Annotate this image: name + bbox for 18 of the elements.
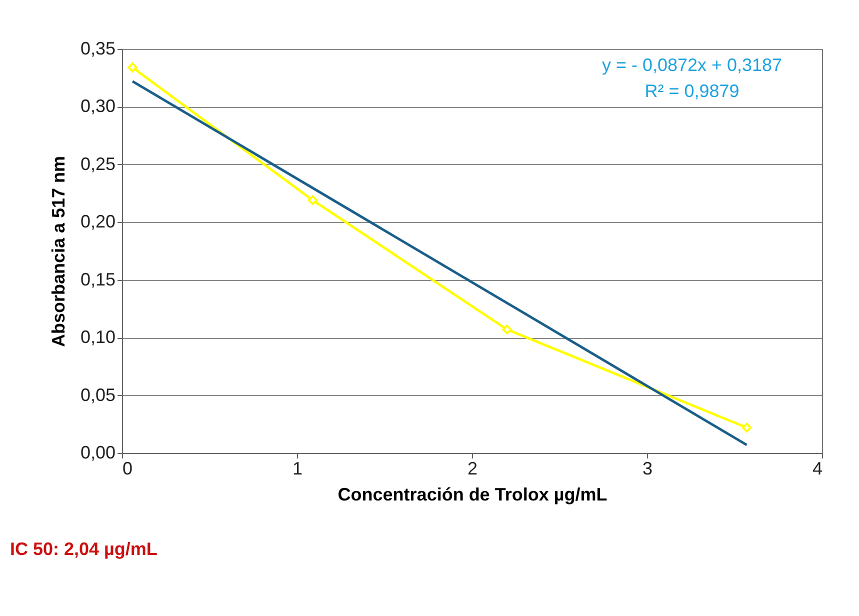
y-tick-label: 0,25: [80, 154, 116, 174]
y-tick-label: 0,05: [80, 384, 116, 405]
y-tick-label: 0,30: [80, 96, 116, 116]
x-axis-title: Concentración de Trolox µg/mL: [338, 484, 608, 504]
x-tick-label: 3: [642, 458, 653, 478]
x-tick-label: 0: [122, 458, 133, 478]
x-tick-label: 4: [812, 458, 822, 478]
x-tick-label: 2: [467, 458, 478, 478]
y-tick-label: 0,20: [80, 212, 116, 232]
annotation: R² = 0,9879: [644, 81, 740, 101]
x-tick-label: 1: [292, 458, 303, 478]
y-tick-label: 0,35: [80, 38, 116, 58]
y-axis-title: Absorbancia a 517 nm: [48, 156, 68, 348]
y-tick-label: 0,15: [80, 269, 116, 290]
y-tick-label: 0,00: [80, 442, 116, 462]
annotation: y = - 0,0872x + 0,3187: [602, 55, 782, 75]
y-tick-label: 0,10: [80, 327, 116, 348]
text: IC 50: 2,04 µg/mL: [10, 539, 158, 559]
